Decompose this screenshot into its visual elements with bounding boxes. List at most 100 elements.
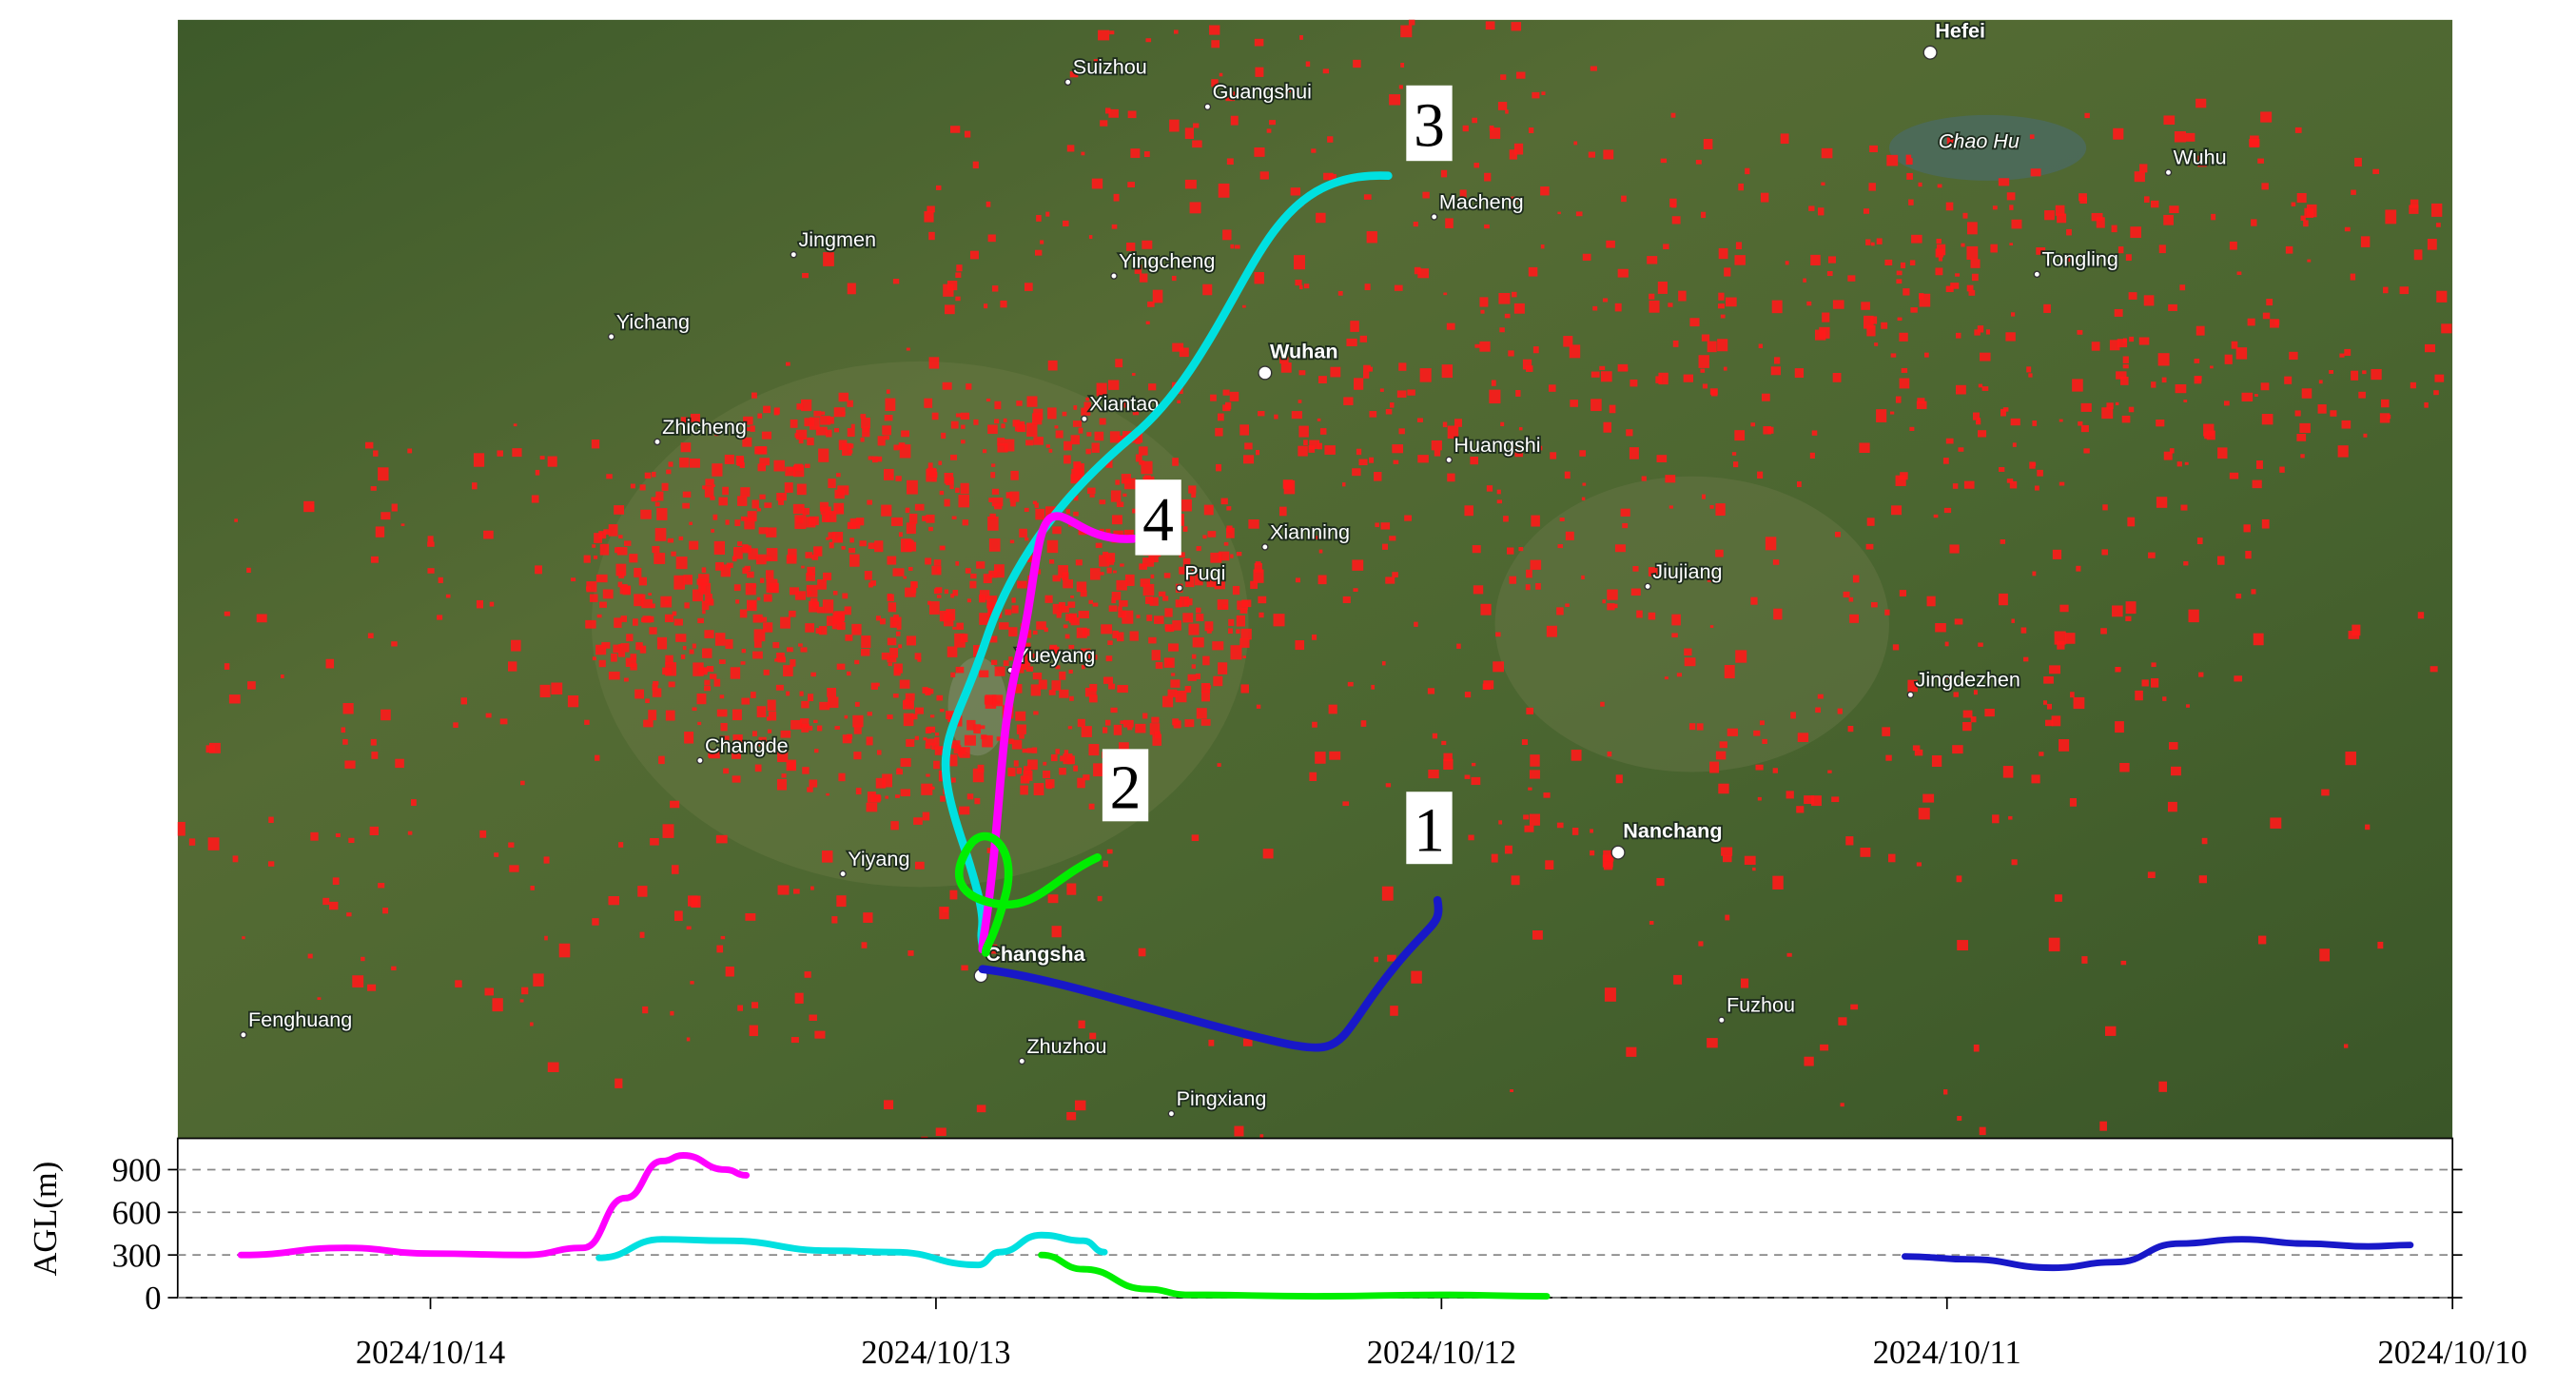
fire-point xyxy=(1735,650,1747,663)
fire-point xyxy=(533,973,544,987)
fire-point xyxy=(1215,427,1223,437)
fire-point xyxy=(764,502,772,508)
fire-point xyxy=(813,719,818,723)
fire-point xyxy=(1765,537,1777,551)
fire-point xyxy=(2169,205,2179,214)
fire-point xyxy=(1935,623,1946,633)
fire-point xyxy=(1126,243,1136,251)
fire-point xyxy=(638,577,647,586)
fire-point xyxy=(1254,38,1264,47)
map-background xyxy=(177,19,2453,1139)
trajectory xyxy=(941,171,1393,949)
fire-point xyxy=(866,802,878,812)
fire-point xyxy=(1518,427,1523,431)
fire-point xyxy=(1985,329,1990,335)
fire-point xyxy=(371,752,379,759)
fire-point xyxy=(1283,479,1296,495)
fire-point xyxy=(1058,565,1068,578)
fire-point xyxy=(899,444,911,459)
fire-point xyxy=(905,587,916,597)
fire-point xyxy=(2101,407,2114,420)
label-box xyxy=(1135,479,1181,556)
fire-point xyxy=(1715,751,1727,760)
fire-point xyxy=(853,752,862,760)
fire-point xyxy=(905,539,914,551)
fire-point xyxy=(829,541,834,549)
fire-point xyxy=(1098,29,1110,41)
fire-point xyxy=(1239,637,1250,648)
fire-point xyxy=(1590,66,1597,71)
fire-point xyxy=(1884,259,1893,266)
fire-point xyxy=(1649,300,1660,313)
fire-point xyxy=(1225,91,1236,102)
fire-point xyxy=(2245,551,2252,559)
fire-point xyxy=(1970,716,1977,723)
fire-point xyxy=(1806,301,1812,306)
fire-point xyxy=(1590,371,1600,378)
fire-point xyxy=(1148,383,1157,391)
fire-point xyxy=(892,568,905,577)
fire-point xyxy=(1702,494,1706,499)
fire-point xyxy=(786,647,793,653)
fire-point xyxy=(683,575,693,585)
fire-point xyxy=(1146,615,1153,621)
fire-point xyxy=(2125,601,2137,615)
fire-point xyxy=(898,644,903,649)
fire-point xyxy=(1759,720,1765,726)
fire-point xyxy=(1655,376,1663,383)
fire-point xyxy=(820,416,831,425)
fire-point xyxy=(1911,234,1922,244)
fire-point xyxy=(1479,297,1489,307)
fire-point xyxy=(974,797,981,805)
fire-point xyxy=(1522,359,1532,370)
fire-point xyxy=(1066,1111,1077,1121)
fire-point xyxy=(982,449,987,454)
fire-point xyxy=(813,410,822,417)
fire-point xyxy=(805,552,813,558)
fire-point xyxy=(1978,1185,1983,1190)
fire-point xyxy=(1145,596,1154,604)
fire-point xyxy=(1211,40,1220,49)
fire-point xyxy=(921,783,933,795)
fire-point xyxy=(1387,954,1396,962)
city-marker xyxy=(1110,272,1118,280)
fire-point xyxy=(1869,145,1878,153)
fire-point xyxy=(615,1078,623,1088)
fire-point xyxy=(1702,383,1708,389)
fire-point xyxy=(1957,940,1969,951)
fire-point xyxy=(926,514,935,523)
fire-point xyxy=(1185,576,1195,588)
fire-point xyxy=(1757,796,1762,801)
fire-point xyxy=(1200,718,1211,726)
fire-point xyxy=(716,945,724,953)
fire-point xyxy=(2073,696,2085,710)
fire-point xyxy=(1438,1193,1446,1200)
fire-point xyxy=(1303,283,1310,289)
fire-point xyxy=(934,746,945,755)
fire-point xyxy=(1043,761,1047,766)
fire-point xyxy=(740,487,751,498)
fire-point xyxy=(2114,308,2123,317)
fire-point xyxy=(1999,466,2005,472)
fire-point xyxy=(1066,145,1075,152)
fire-point xyxy=(759,494,766,499)
fire-point xyxy=(2129,336,2135,342)
fire-point xyxy=(693,662,704,676)
fire-point xyxy=(1957,1116,1962,1122)
fire-point xyxy=(786,691,790,696)
fire-point xyxy=(42,732,46,734)
fire-point xyxy=(908,513,918,524)
fire-point xyxy=(1290,187,1301,196)
fire-point xyxy=(1030,684,1042,696)
fire-point xyxy=(847,428,855,438)
fire-point xyxy=(1897,317,1903,322)
fire-point xyxy=(2059,604,2069,613)
fire-point xyxy=(1169,628,1175,633)
fire-point xyxy=(1130,148,1141,158)
fire-point xyxy=(2030,168,2041,177)
fire-point xyxy=(484,987,494,996)
fire-point xyxy=(1244,442,1253,450)
fire-point xyxy=(1473,163,1480,168)
fire-point xyxy=(929,714,935,718)
fire-point xyxy=(1118,742,1129,751)
